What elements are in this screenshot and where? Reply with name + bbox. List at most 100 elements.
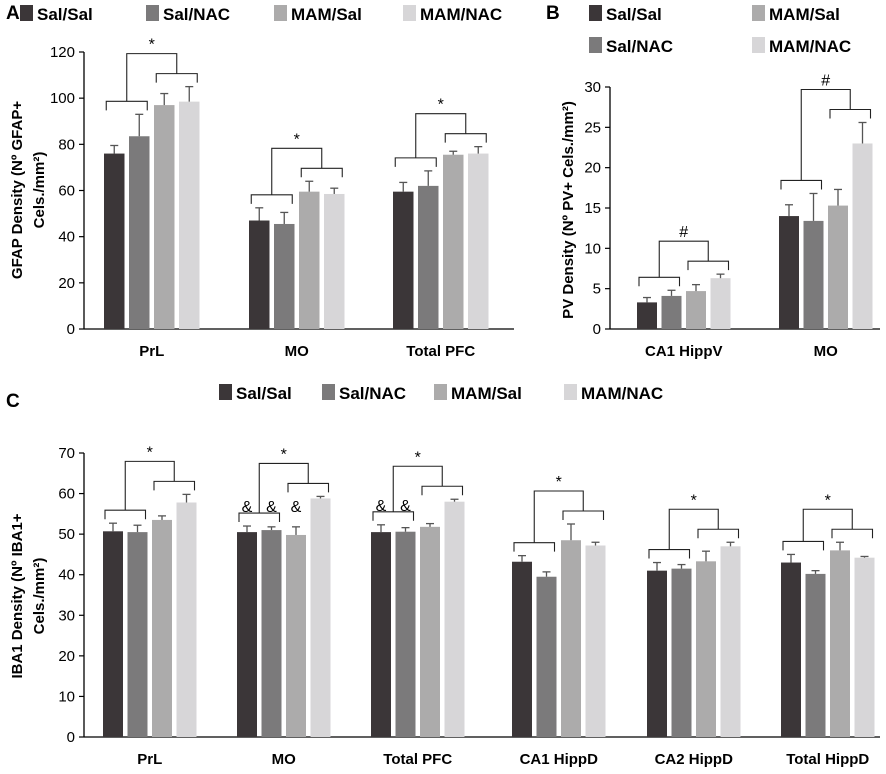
panel-b-bracket-right-ca1-hippv: [687, 260, 730, 271]
panel-c-bar-total-hippd-sal-nac: [805, 573, 826, 737]
panel-c-y-axis-label-line-1: IBA1 Density (Nº IBA1+: [9, 513, 26, 678]
panel-c-ampersand-mo-sal-nac: &: [266, 499, 277, 516]
panel-c-category-label-prl: PrL: [137, 751, 162, 768]
panel-c-bar-total-pfc-sal-nac: [395, 531, 416, 737]
panel-c-category-label-ca1-hippd: CA1 HippD: [520, 751, 599, 768]
panel-c-bar-ca1-hippd-mam-sal: [561, 540, 581, 737]
panel-c-bar-prl-sal-nac: [127, 532, 148, 737]
panel-b-legend-label-sal-nac: Sal/NAC: [606, 37, 673, 56]
panel-c-y-tick-label-0: 0: [67, 729, 75, 746]
panel-c-bar-prl-mam-sal: [152, 519, 172, 737]
panel-c-significance-mo: *: [281, 446, 287, 463]
panel-c-bracket-top-mo: [258, 462, 309, 514]
panel-c-legend-swatch-sal-sal: [219, 384, 232, 400]
panel-c-bar-ca2-hippd-sal-nac: [671, 568, 692, 737]
panel-b-letter: B: [546, 3, 560, 24]
panel-b-bar-mo-sal-sal: [779, 216, 799, 329]
panel-a-y-tick-label-0: 0: [67, 321, 75, 338]
panel-a-bar-mo-sal-nac: [274, 223, 295, 329]
panel-c-legend-label-sal-nac: Sal/NAC: [339, 384, 406, 403]
panel-b-bracket-left-mo: [780, 179, 823, 190]
panel-a-legend-label-mam-nac: MAM/NAC: [420, 5, 502, 24]
panel-c-bar-prl-mam-nac: [176, 502, 197, 737]
panel-c-bar-total-pfc-sal-sal: [371, 532, 391, 737]
panel-c-bar-mo-mam-nac: [310, 498, 331, 737]
panel-c-legend-label-mam-nac: MAM/NAC: [581, 384, 663, 403]
panel-a-bar-prl-mam-nac: [179, 101, 200, 329]
panel-c-y-tick-label-60: 60: [58, 486, 75, 503]
panel-c-bracket-left-total-hippd: [782, 540, 825, 551]
panel-c-significance-prl: *: [147, 444, 153, 461]
panel-c-chart: C Sal/Sal Sal/NAC MAM/Sal MAM/NAC 0 10 20 30 40 50…: [6, 384, 880, 768]
panel-b-y-axis-label-line-1: PV Density (Nº PV+ Cels./mm²): [560, 101, 577, 319]
panel-a-bar-total-pfc-mam-sal: [443, 154, 464, 329]
panel-c-bar-ca2-hippd-mam-sal: [696, 561, 716, 737]
panel-b-significance-mo: #: [821, 72, 830, 89]
panel-b-bracket-top-mo: [800, 88, 851, 181]
panel-c-significance-ca1-hippd: *: [556, 474, 562, 491]
panel-a-significance-mo: *: [294, 131, 300, 148]
panel-b-chart: B Sal/Sal MAM/Sal Sal/NAC MAM/NAC 0 5 10 15 20 25 3…: [546, 3, 880, 360]
panel-c-bracket-top-prl: [124, 460, 175, 511]
panel-c-y-tick-label-10: 10: [58, 688, 75, 705]
panel-b-legend-swatch-sal-sal: [589, 5, 602, 21]
panel-b-y-tick-label-30: 30: [584, 79, 601, 96]
panel-a-bracket-left-prl: [105, 100, 148, 111]
panel-c-y-tick-label-30: 30: [58, 607, 75, 624]
panel-c-bracket-top-total-pfc: [392, 465, 443, 512]
panel-b-category-label-mo: MO: [814, 343, 838, 360]
panel-c-bracket-top-ca1-hippd: [533, 490, 584, 543]
panel-c-bracket-right-prl: [153, 480, 196, 491]
panel-a-bar-prl-mam-sal: [154, 105, 175, 329]
panel-c-legend-label-mam-sal: MAM/Sal: [451, 384, 522, 403]
panel-a-bar-mo-sal-sal: [249, 220, 270, 329]
panel-b-y-tick-label-0: 0: [593, 321, 601, 338]
panel-a-bracket-right-total-pfc: [444, 133, 487, 143]
panel-b-y-tick-label-20: 20: [584, 160, 601, 177]
panel-b-bar-ca1-hippv-sal-nac: [661, 295, 682, 329]
panel-c-bracket-left-mo: [238, 512, 281, 523]
panel-b-legend-label-mam-nac: MAM/NAC: [769, 37, 851, 56]
panel-c-bar-ca2-hippd-mam-nac: [720, 546, 741, 737]
panel-b-legend-label-sal-sal: Sal/Sal: [606, 5, 662, 24]
panel-b-bar-mo-sal-nac: [803, 220, 824, 329]
panel-c-category-label-total-hippd: Total HippD: [786, 751, 869, 768]
panel-a-significance-prl: *: [149, 37, 155, 54]
panel-c-ampersand-mo-sal-sal: &: [242, 499, 253, 516]
panel-a-bracket-top-mo: [271, 147, 323, 195]
panel-c-significance-ca2-hippd: *: [691, 492, 697, 509]
panel-a-category-label-total-pfc: Total PFC: [406, 343, 475, 360]
panel-a-bar-total-pfc-sal-nac: [418, 185, 439, 329]
panel-a-bar-prl-sal-sal: [104, 153, 125, 329]
panel-a-bar-total-pfc-sal-sal: [393, 191, 414, 329]
panel-c-category-label-total-pfc: Total PFC: [383, 751, 452, 768]
panel-a-y-tick-label-100: 100: [50, 90, 75, 107]
panel-a-legend-label-mam-sal: MAM/Sal: [291, 5, 362, 24]
panel-b-legend-swatch-sal-nac: [589, 37, 602, 53]
panel-c-ampersand-mo-mam-sal: &: [291, 499, 302, 516]
panel-c-y-tick-label-70: 70: [58, 445, 75, 462]
panel-c-significance-total-hippd: *: [825, 492, 831, 509]
panel-b-category-label-ca1-hippv: CA1 HippV: [645, 343, 723, 360]
panel-c-bar-total-hippd-mam-sal: [830, 550, 850, 737]
panel-c-bar-ca2-hippd-sal-sal: [647, 570, 667, 737]
panel-a-bar-mo-mam-nac: [324, 193, 345, 329]
panel-c-bar-mo-mam-sal: [286, 534, 306, 737]
panel-c-bar-ca1-hippd-sal-sal: [512, 561, 532, 737]
panel-a-bar-mo-mam-sal: [299, 191, 320, 329]
panel-a-legend-swatch-mam-nac: [403, 5, 416, 21]
panel-b-bar-ca1-hippv-mam-sal: [686, 291, 706, 329]
panel-a-y-tick-label-120: 120: [50, 44, 75, 61]
panel-c-y-tick-label-50: 50: [58, 526, 75, 543]
panel-c-bracket-right-mo: [287, 482, 330, 493]
panel-b-legend-swatch-mam-sal: [752, 5, 765, 21]
panel-a-bracket-left-total-pfc: [394, 157, 437, 167]
panel-b-legend-swatch-mam-nac: [752, 37, 765, 53]
panel-a-significance-total-pfc: *: [438, 97, 444, 114]
panel-a-legend-swatch-mam-sal: [274, 5, 287, 21]
panel-a-letter: A: [6, 3, 20, 24]
panel-a-legend-label-sal-nac: Sal/NAC: [163, 5, 230, 24]
panel-c-bar-mo-sal-sal: [237, 532, 257, 737]
panel-c-bar-ca1-hippd-sal-nac: [536, 576, 557, 737]
